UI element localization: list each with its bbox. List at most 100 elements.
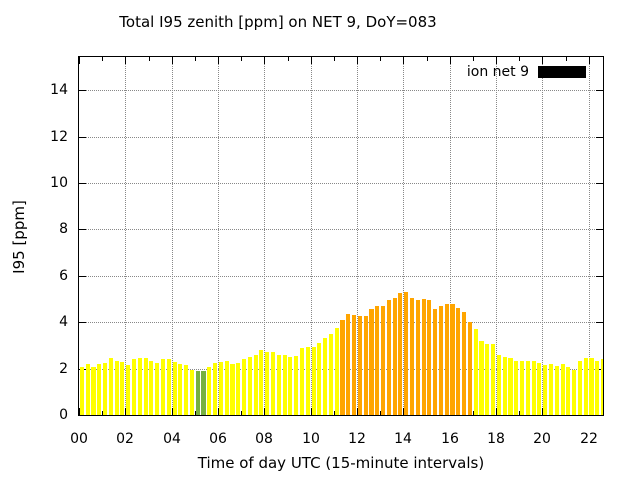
- bar: [143, 358, 148, 415]
- x-tick: [310, 408, 312, 415]
- x-tick: [171, 408, 173, 415]
- x-minor-tick: [380, 57, 382, 61]
- bar: [189, 369, 194, 415]
- y-tick: [79, 229, 86, 231]
- bar: [525, 360, 530, 415]
- bar: [323, 338, 328, 415]
- x-gridline: [310, 57, 312, 415]
- x-gridline: [496, 57, 497, 415]
- y-tick: [596, 136, 603, 138]
- x-minor-tick: [287, 57, 289, 61]
- y-tick: [596, 90, 603, 92]
- y-gridline: [79, 229, 603, 231]
- x-minor-tick: [472, 57, 474, 61]
- bar: [259, 350, 264, 415]
- x-tick: [264, 408, 266, 415]
- bar: [149, 360, 154, 415]
- x-minor-tick: [148, 57, 150, 61]
- legend-label: ion net 9: [466, 64, 529, 80]
- bar: [444, 303, 449, 415]
- y-gridline: [79, 183, 603, 184]
- x-tick-label: 00: [70, 431, 88, 447]
- x-minor-tick: [241, 411, 243, 415]
- bar: [218, 361, 223, 415]
- x-tick: [496, 408, 497, 415]
- x-minor-tick: [565, 57, 567, 61]
- x-gridline: [264, 57, 266, 415]
- x-minor-tick: [194, 411, 196, 415]
- x-tick-label: 10: [302, 431, 320, 447]
- bar: [433, 309, 438, 415]
- bar: [276, 354, 281, 415]
- x-tick: [264, 57, 266, 64]
- y-tick-label: 10: [50, 175, 68, 191]
- y-tick: [79, 183, 86, 184]
- bar: [398, 293, 403, 415]
- bar: [601, 359, 603, 415]
- x-tick-label: 06: [209, 431, 227, 447]
- x-minor-tick: [194, 57, 196, 61]
- bar: [572, 369, 577, 415]
- x-tick: [542, 57, 544, 64]
- y-tick: [596, 229, 603, 231]
- x-minor-tick: [519, 411, 521, 415]
- bar: [195, 370, 200, 415]
- bar: [137, 358, 142, 415]
- x-gridline: [171, 57, 173, 415]
- x-tick: [496, 57, 497, 64]
- bar: [207, 367, 212, 415]
- x-minor-tick: [102, 57, 104, 61]
- x-tick-label: 14: [394, 431, 412, 447]
- bar: [178, 364, 183, 415]
- bar: [120, 361, 125, 415]
- bar: [352, 315, 357, 415]
- y-tick-label: 0: [59, 407, 68, 423]
- x-minor-tick: [380, 411, 382, 415]
- y-tick: [79, 275, 86, 277]
- bar: [363, 316, 368, 415]
- bar: [270, 352, 276, 415]
- y-tick-label: 6: [59, 268, 68, 284]
- bar: [311, 346, 316, 415]
- x-gridline: [403, 57, 405, 415]
- bar: [491, 344, 496, 415]
- x-gridline: [588, 57, 590, 415]
- bar: [108, 358, 113, 415]
- bar: [224, 360, 229, 415]
- x-tick: [588, 408, 590, 415]
- bar: [265, 352, 270, 415]
- x-tick: [125, 408, 127, 415]
- bar: [421, 299, 426, 415]
- y-tick: [596, 368, 603, 370]
- bar: [299, 347, 305, 415]
- bar: [508, 358, 513, 415]
- x-minor-tick: [519, 57, 521, 61]
- x-tick-label: 20: [533, 431, 551, 447]
- x-tick-label: 02: [116, 431, 134, 447]
- bar: [357, 316, 362, 415]
- bar: [519, 360, 525, 415]
- legend-swatch: [538, 66, 586, 78]
- bar: [305, 346, 310, 415]
- bar: [375, 306, 380, 415]
- x-axis-label: Time of day UTC (15-minute intervals): [197, 454, 485, 472]
- bar: [288, 357, 293, 415]
- x-tick: [79, 408, 80, 415]
- bar: [166, 359, 171, 415]
- bar: [583, 358, 588, 415]
- bar: [340, 319, 345, 415]
- x-tick: [403, 408, 405, 415]
- x-minor-tick: [333, 411, 335, 415]
- y-gridline: [79, 90, 603, 92]
- bar: [595, 360, 600, 415]
- bar: [450, 303, 455, 415]
- bar: [514, 360, 519, 415]
- x-tick: [218, 408, 219, 415]
- x-gridline: [449, 57, 451, 415]
- x-tick: [310, 57, 312, 64]
- y-tick-label: 4: [59, 314, 68, 330]
- chart-title: Total I95 zenith [ppm] on NET 9, DoY=083: [119, 13, 437, 31]
- bar: [438, 306, 444, 415]
- x-tick-label: 22: [580, 431, 598, 447]
